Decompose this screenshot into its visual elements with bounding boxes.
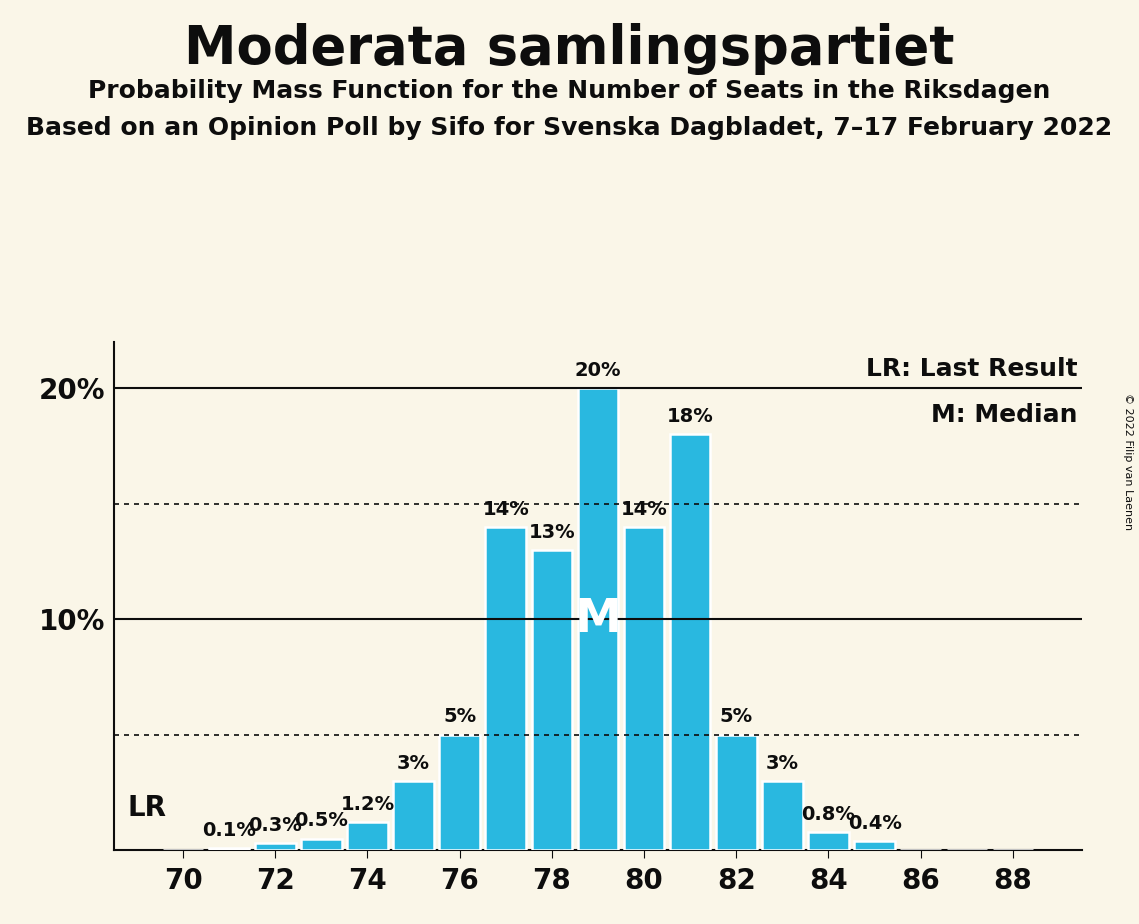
Bar [716, 735, 756, 850]
Text: 13%: 13% [528, 523, 575, 541]
Text: 1.2%: 1.2% [341, 796, 394, 814]
Text: 3%: 3% [765, 754, 798, 772]
Text: M: M [574, 597, 622, 641]
Bar [577, 388, 618, 850]
Text: 0.5%: 0.5% [294, 811, 349, 831]
Bar [532, 550, 572, 850]
Text: 0.8%: 0.8% [802, 805, 855, 823]
Text: LR: Last Result: LR: Last Result [866, 358, 1077, 381]
Text: 18%: 18% [666, 407, 713, 426]
Text: Moderata samlingspartiet: Moderata samlingspartiet [185, 23, 954, 75]
Bar [393, 781, 434, 850]
Text: 5%: 5% [443, 708, 476, 726]
Text: Probability Mass Function for the Number of Seats in the Riksdagen: Probability Mass Function for the Number… [89, 79, 1050, 103]
Text: 20%: 20% [575, 361, 621, 380]
Text: M: Median: M: Median [931, 403, 1077, 427]
Text: 5%: 5% [720, 708, 753, 726]
Text: 14%: 14% [621, 500, 667, 518]
Text: © 2022 Filip van Laenen: © 2022 Filip van Laenen [1123, 394, 1133, 530]
Bar [208, 848, 249, 850]
Text: 3%: 3% [398, 754, 431, 772]
Text: 0.3%: 0.3% [248, 816, 302, 835]
Bar [624, 527, 664, 850]
Text: 0.4%: 0.4% [847, 814, 902, 833]
Text: 0.1%: 0.1% [203, 821, 256, 840]
Text: LR: LR [128, 795, 166, 822]
Bar [762, 781, 803, 850]
Text: Based on an Opinion Poll by Sifo for Svenska Dagbladet, 7–17 February 2022: Based on an Opinion Poll by Sifo for Sve… [26, 116, 1113, 140]
Bar [670, 434, 711, 850]
Bar [347, 822, 387, 850]
Bar [255, 843, 295, 850]
Bar [301, 839, 342, 850]
Bar [809, 832, 849, 850]
Bar [485, 527, 526, 850]
Text: 14%: 14% [483, 500, 530, 518]
Bar [854, 841, 895, 850]
Bar [440, 735, 480, 850]
